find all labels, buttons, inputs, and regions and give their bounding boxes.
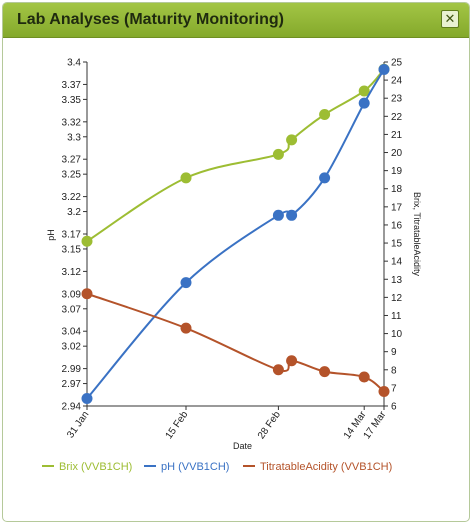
data-point-brix[interactable] <box>358 85 370 97</box>
legend-item-ph[interactable]: pH (VVB1CH) <box>161 461 229 473</box>
y-right-tick-label: 19 <box>391 166 403 177</box>
y-left-tick-label: 3.15 <box>62 244 82 255</box>
y-left-tick-label: 3.3 <box>67 132 81 143</box>
data-point-titratableacidity[interactable] <box>180 322 192 334</box>
data-point-brix[interactable] <box>272 148 284 160</box>
data-point-ph[interactable] <box>319 172 331 184</box>
x-axis-title: Date <box>233 441 252 451</box>
y-right-axis-title: Brix, TitratableAcidity <box>412 192 422 277</box>
y-left-tick-label: 3.27 <box>62 155 82 166</box>
series-line-brix <box>86 68 385 243</box>
y-left-tick-label: 3.07 <box>62 304 82 315</box>
data-point-brix[interactable] <box>81 235 93 247</box>
series-line-ph <box>86 68 385 400</box>
y-left-tick-label: 2.99 <box>62 364 82 375</box>
legend-item-titratableacidity[interactable]: TitratableAcidity (VVB1CH) <box>260 461 392 473</box>
y-left-tick-label: 3.12 <box>62 267 82 278</box>
y-right-tick-label: 18 <box>391 184 403 195</box>
y-right-tick-label: 9 <box>391 347 397 358</box>
y-left-tick-label: 3.35 <box>62 95 82 106</box>
y-left-tick-label: 3.02 <box>62 342 82 353</box>
data-point-ph[interactable] <box>81 393 93 405</box>
y-left-tick-label: 3.09 <box>62 289 82 300</box>
data-point-brix[interactable] <box>180 172 192 184</box>
y-left-axis-title: pH <box>46 229 56 241</box>
panel-header: Lab Analyses (Maturity Monitoring) ✕ <box>3 3 469 38</box>
data-point-brix[interactable] <box>319 109 331 121</box>
x-tick-label: 28 Feb <box>256 409 283 441</box>
y-right-tick-label: 6 <box>391 402 397 413</box>
y-left-tick-label: 2.94 <box>62 402 82 413</box>
data-point-ph[interactable] <box>378 63 390 75</box>
y-right-tick-label: 16 <box>391 220 403 231</box>
panel-title: Lab Analyses (Maturity Monitoring) <box>17 11 284 28</box>
y-left-tick-label: 3.22 <box>62 192 82 203</box>
x-tick-label: 15 Feb <box>164 409 191 441</box>
data-point-titratableacidity[interactable] <box>286 355 298 367</box>
data-point-titratableacidity[interactable] <box>81 288 93 300</box>
y-right-tick-label: 7 <box>391 383 397 394</box>
y-left-tick-label: 3.32 <box>62 117 82 128</box>
data-point-ph[interactable] <box>272 209 284 221</box>
y-left-tick-label: 3.4 <box>67 58 81 69</box>
y-right-tick-label: 15 <box>391 239 403 250</box>
close-icon[interactable]: ✕ <box>441 10 459 28</box>
y-left-tick-label: 3.25 <box>62 170 82 181</box>
y-left-tick-label: 3.2 <box>67 207 81 218</box>
y-right-tick-label: 21 <box>391 130 403 141</box>
y-left-tick-label: 2.97 <box>62 379 82 390</box>
y-right-tick-label: 8 <box>391 365 397 376</box>
y-right-tick-label: 24 <box>391 76 403 87</box>
data-point-ph[interactable] <box>358 97 370 109</box>
y-right-tick-label: 20 <box>391 148 403 159</box>
y-left-tick-label: 3.17 <box>62 230 82 241</box>
y-left-tick-label: 3.37 <box>62 80 82 91</box>
data-point-ph[interactable] <box>286 209 298 221</box>
data-point-titratableacidity[interactable] <box>378 386 390 398</box>
y-right-tick-label: 13 <box>391 275 403 286</box>
y-right-tick-label: 11 <box>391 311 402 322</box>
chart-panel: Lab Analyses (Maturity Monitoring) ✕ <box>2 2 470 522</box>
y-right-tick-label: 14 <box>391 257 403 268</box>
y-right-tick-label: 10 <box>391 329 403 340</box>
data-point-titratableacidity[interactable] <box>319 366 331 378</box>
legend-item-brix[interactable]: Brix (VVB1CH) <box>59 461 132 473</box>
y-right-tick-label: 22 <box>391 112 403 123</box>
y-right-tick-label: 25 <box>391 58 403 69</box>
data-point-titratableacidity[interactable] <box>272 364 284 376</box>
x-tick-label: 31 Jan <box>65 409 91 440</box>
data-point-titratableacidity[interactable] <box>358 371 370 383</box>
data-point-brix[interactable] <box>286 134 298 146</box>
y-right-tick-label: 12 <box>391 293 403 304</box>
data-point-ph[interactable] <box>180 277 192 289</box>
y-left-tick-label: 3.04 <box>62 327 82 338</box>
y-right-tick-label: 17 <box>391 202 403 213</box>
y-right-tick-label: 23 <box>391 94 403 105</box>
